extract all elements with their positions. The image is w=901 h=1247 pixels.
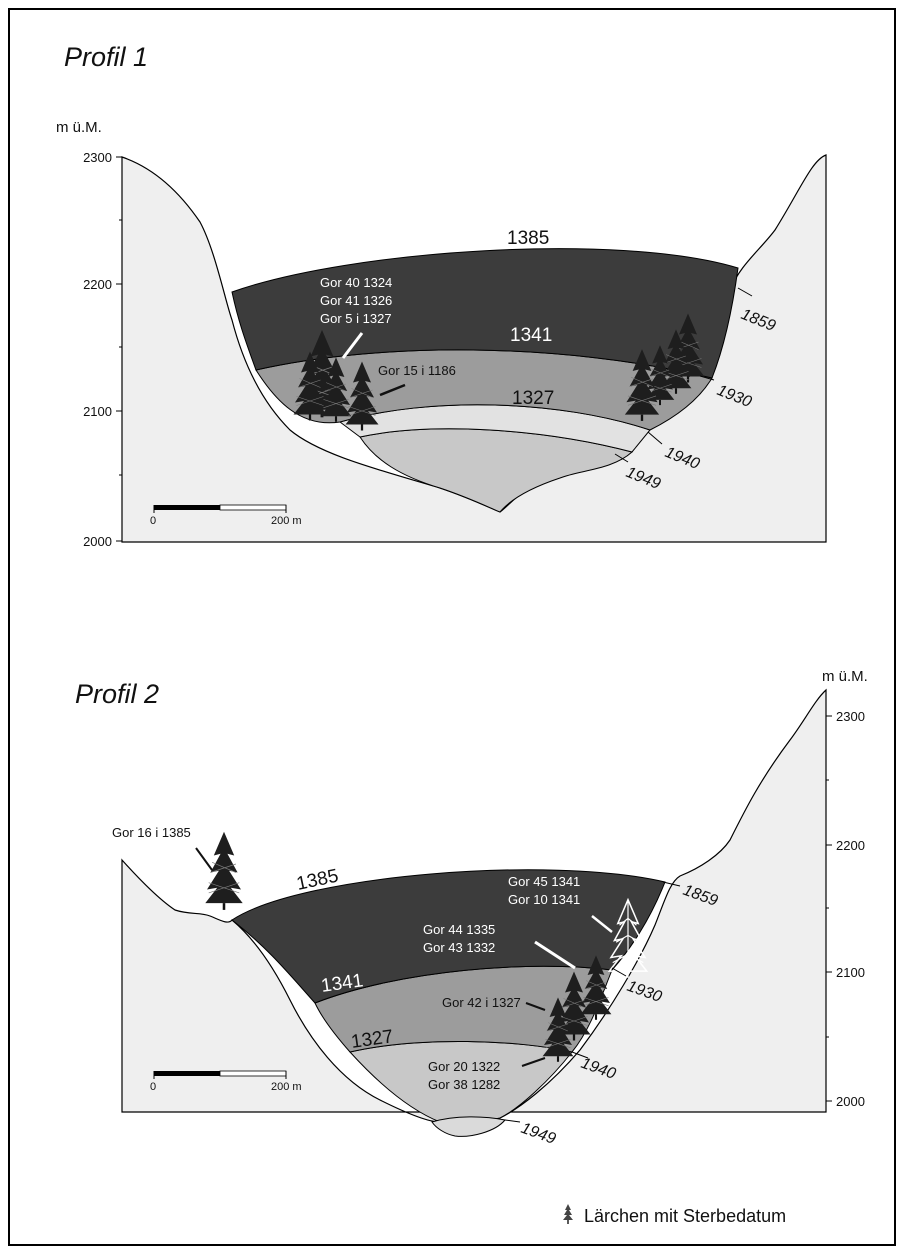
profil-2-tick: 2300	[836, 709, 865, 724]
profil-2-pointer	[534, 940, 576, 970]
profil-2-tree-label: Gor 10 1341	[508, 892, 580, 907]
profil-2-y-axis: 2300 2200 2100 2000	[825, 690, 865, 1112]
profil-2-axis-unit: m ü.M.	[822, 668, 868, 685]
profil-1-scale-bar: 0 200 m	[150, 504, 302, 527]
profil-1-tree-label: Gor 15 i 1186	[378, 363, 456, 378]
profil-2-pointer	[525, 1002, 546, 1011]
profil-1-axis-unit: m ü.M.	[56, 119, 102, 136]
profil-2-tree-label: Gor 38 1282	[428, 1077, 500, 1092]
profil-2-year-leader	[611, 967, 627, 977]
profil-1-year-leader	[737, 287, 753, 297]
profil-2-tree-label: Gor 42 i 1327	[442, 995, 521, 1010]
profil-2-tick: 2000	[836, 1094, 865, 1109]
profil-1-tick: 2300	[83, 150, 112, 165]
profil-2-pointer	[195, 847, 213, 871]
profil-2-tick: 2100	[836, 965, 865, 980]
profil-1-year-leader	[699, 375, 715, 381]
profil-1-level-mid: 1341	[510, 325, 552, 346]
profil-1-scale-end: 200 m	[271, 515, 302, 527]
profil-1-scale-start: 0	[150, 515, 156, 527]
profil-2-tree-label: Gor 45 1341	[508, 874, 580, 889]
profil-2-scale-end: 200 m	[271, 1081, 302, 1093]
profil-1-tick: 2200	[83, 277, 112, 292]
profil-2: Profil 2 m ü.M. 2300 2200 2100 2000	[75, 668, 868, 1148]
profil-2-scale-start: 0	[150, 1081, 156, 1093]
profil-2-scale-bar: 0 200 m	[150, 1070, 302, 1093]
profil-1-pointer	[341, 332, 364, 359]
profil-2-lake-1859	[231, 869, 666, 1004]
profil-2-tree-label: Gor 44 1335	[423, 922, 495, 937]
profil-2-tree-label: Gor 16 i 1385	[112, 825, 191, 840]
legend-label: Lärchen mit Sterbedatum	[584, 1206, 786, 1226]
profil-2-tree-label: Gor 20 1322	[428, 1059, 500, 1074]
profil-2-pointer	[521, 1057, 546, 1067]
profil-2-year-leader	[571, 1051, 589, 1059]
profil-1-tree-label: Gor 40 1324	[320, 275, 392, 290]
profil-1-tick: 2100	[83, 404, 112, 419]
profil-1-pointer	[379, 383, 406, 397]
profil-2-pointer	[591, 915, 613, 933]
profil-2-tick: 2200	[836, 838, 865, 853]
profil-1-title: Profil 1	[64, 42, 148, 72]
profil-1-level-low: 1327	[512, 388, 554, 409]
profil-1-level-top: 1385	[507, 228, 549, 249]
legend: Lärchen mit Sterbedatum	[562, 1203, 786, 1226]
profil-1: Profil 1 m ü.M. 2300 2200 2100 2000	[56, 42, 827, 549]
profil-1-year-leader	[614, 453, 629, 463]
profil-1-lake-1859	[231, 248, 739, 379]
profil-2-year-leader	[662, 881, 681, 887]
profil-2-year-leader	[504, 1119, 521, 1123]
profil-1-tree-label: Gor 41 1326	[320, 293, 392, 308]
profil-2-lake-1949-bottom	[431, 1116, 506, 1137]
profil-1-year-leader	[647, 431, 663, 445]
profil-1-tick: 2000	[83, 534, 112, 549]
profil-1-tree-label: Gor 5 i 1327	[320, 311, 392, 326]
profil-2-title: Profil 2	[75, 679, 159, 709]
profil-2-tree-label: Gor 43 1332	[423, 940, 495, 955]
